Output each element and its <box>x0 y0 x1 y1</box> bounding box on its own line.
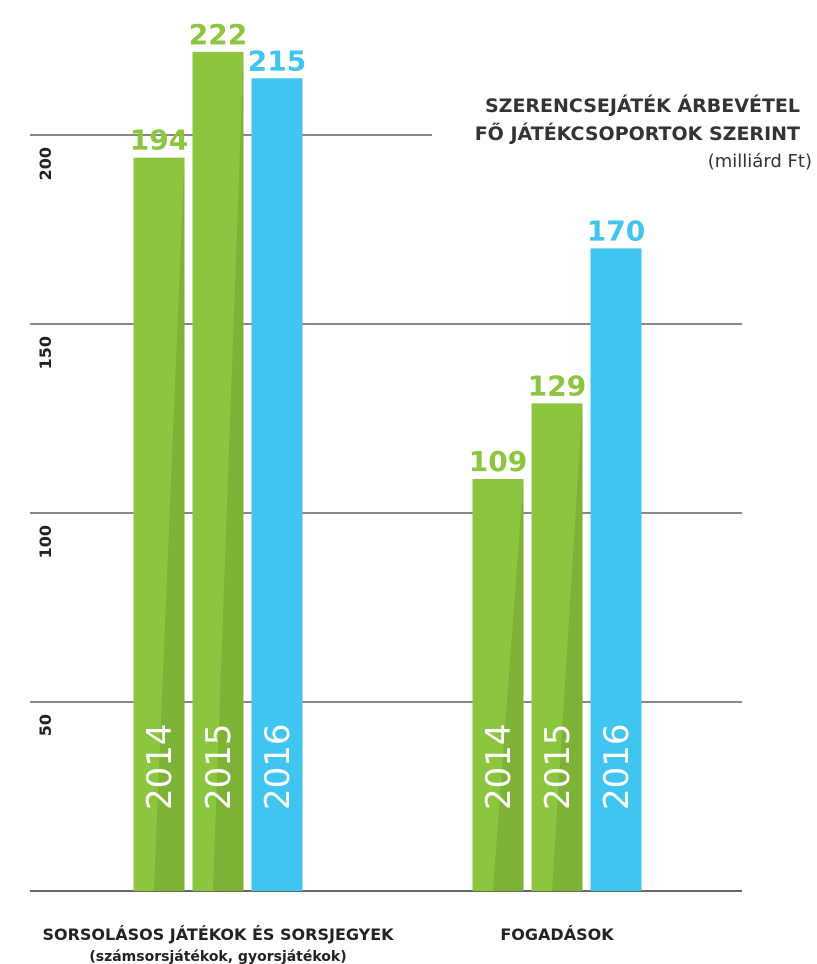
bar-shade <box>551 403 583 891</box>
value-label: 170 <box>587 214 645 247</box>
value-label: 215 <box>248 44 306 77</box>
x-tick-label: FOGADÁSOK <box>500 925 614 944</box>
series-label: 2015 <box>538 723 578 810</box>
bar <box>251 78 303 892</box>
series-label: 2014 <box>479 723 519 810</box>
value-label: 222 <box>189 18 247 51</box>
y-tick-label: 100 <box>36 525 55 558</box>
value-label: 129 <box>528 369 586 402</box>
title-backdrop <box>432 80 817 175</box>
y-tick-label: 150 <box>36 336 55 369</box>
y-tick-label: 200 <box>36 147 55 180</box>
x-tick-note: (számsorsjátékok, gyorsjátékok) <box>89 949 346 964</box>
chart-subtitle: (milliárd Ft) <box>708 151 812 172</box>
series-label: 2016 <box>258 723 298 810</box>
bar-shade <box>492 478 524 891</box>
series-label: 2014 <box>140 723 180 810</box>
series-label: 2015 <box>199 723 239 810</box>
x-tick-label: SORSOLÁSOS JÁTÉKOK ÉS SORSJEGYEK <box>42 925 394 944</box>
y-tick-label: 50 <box>36 714 55 736</box>
bar-shade <box>212 51 244 891</box>
chart-title: FŐ JÁTÉKCSOPORTOK SZERINT <box>475 121 800 145</box>
chart-title: SZERENCSEJÁTÉK ÁRBEVÉTEL <box>485 94 800 117</box>
series-label: 2016 <box>597 723 637 810</box>
bar <box>590 248 642 891</box>
value-label: 109 <box>469 445 527 478</box>
value-label: 194 <box>130 124 188 157</box>
bar-shade <box>153 157 185 891</box>
